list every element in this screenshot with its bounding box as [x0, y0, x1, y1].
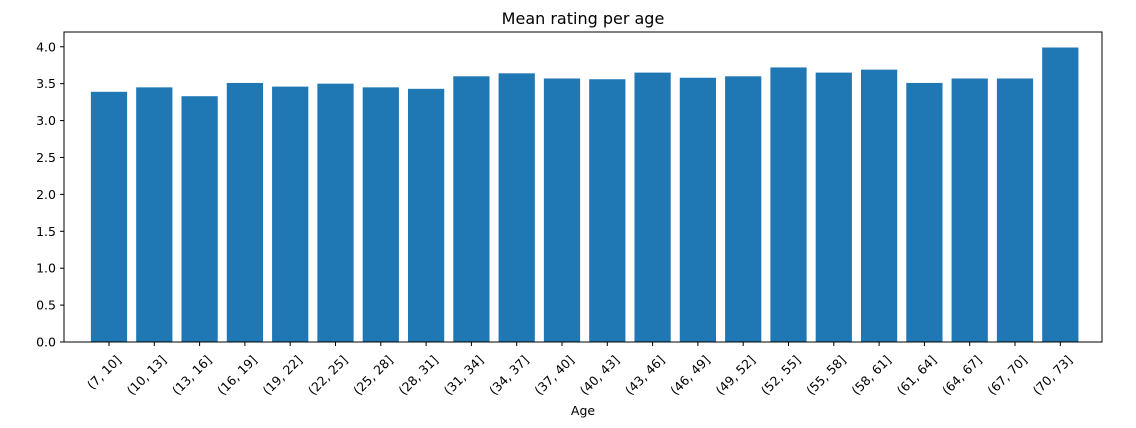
bar-13	[680, 78, 716, 342]
bar-20	[997, 79, 1033, 343]
bar-10	[544, 79, 580, 343]
bar-1	[136, 87, 172, 342]
bar-9	[499, 73, 535, 342]
x-tick-label: (49, 52]	[712, 352, 758, 398]
bar-12	[634, 73, 670, 342]
x-tick-label: (19, 22]	[259, 352, 305, 398]
y-tick-label: 2.5	[36, 150, 56, 165]
y-tick-label: 1.5	[36, 224, 56, 239]
bar-16	[816, 73, 852, 342]
x-tick-label: (10, 13]	[124, 352, 170, 398]
y-tick-label: 2.0	[36, 187, 56, 202]
x-tick-label: (37, 40]	[531, 352, 577, 398]
x-tick-label: (16, 19]	[214, 352, 260, 398]
x-tick-label: (43, 46]	[622, 352, 668, 398]
bar-17	[861, 70, 897, 342]
x-axis: (7, 10] (10, 13] (13, 16] (16, 19] (19, 22](…	[84, 342, 1075, 398]
x-tick-label: (67, 70]	[984, 352, 1030, 398]
x-tick-label: (52, 55]	[758, 352, 804, 398]
x-tick-label: (7, 10]	[84, 352, 124, 392]
x-tick-label: (25, 28]	[350, 352, 396, 398]
x-tick-label: (58, 61]	[848, 352, 894, 398]
y-tick-label: 3.5	[36, 76, 56, 91]
bar-18	[906, 83, 942, 342]
plot-frame	[64, 32, 1102, 342]
bar-7	[408, 89, 444, 342]
x-tick-label: (40, 43]	[577, 352, 623, 398]
x-tick-label: (31, 34]	[441, 352, 487, 398]
x-tick-label: (70, 73]	[1030, 352, 1076, 398]
x-tick-label: (28, 31]	[395, 352, 441, 398]
bar-3	[227, 83, 263, 342]
bar-21	[1042, 48, 1078, 343]
bar-6	[363, 87, 399, 342]
x-tick-label: (13, 16]	[169, 352, 215, 398]
bar-8	[453, 76, 489, 342]
x-tick-label: (46, 49]	[667, 352, 713, 398]
bar-0	[91, 92, 127, 342]
y-tick-label: 3.0	[36, 113, 56, 128]
x-axis-label: Age	[571, 403, 595, 418]
y-tick-label: 1.0	[36, 261, 56, 276]
x-tick-label: (55, 58]	[803, 352, 849, 398]
chart-title: Mean rating per age	[502, 9, 665, 28]
bars-group	[91, 48, 1079, 343]
bar-19	[952, 79, 988, 343]
y-tick-label: 0.5	[36, 298, 56, 313]
bar-14	[725, 76, 761, 342]
bar-2	[181, 96, 217, 342]
y-tick-label: 0.0	[36, 335, 56, 350]
bar-5	[317, 84, 353, 342]
x-tick-label: (34, 37]	[486, 352, 532, 398]
bar-11	[589, 79, 625, 342]
x-tick-label: (64, 67]	[939, 352, 985, 398]
y-tick-label: 4.0	[36, 39, 56, 54]
bar-15	[770, 67, 806, 342]
y-axis: 0.0 0.5 1.0 1.5 2.0 2.5 3.0 3.5 4.0	[36, 39, 64, 349]
x-tick-label: (22, 25]	[305, 352, 351, 398]
x-tick-label: (61, 64]	[894, 352, 940, 398]
bar-4	[272, 87, 308, 342]
